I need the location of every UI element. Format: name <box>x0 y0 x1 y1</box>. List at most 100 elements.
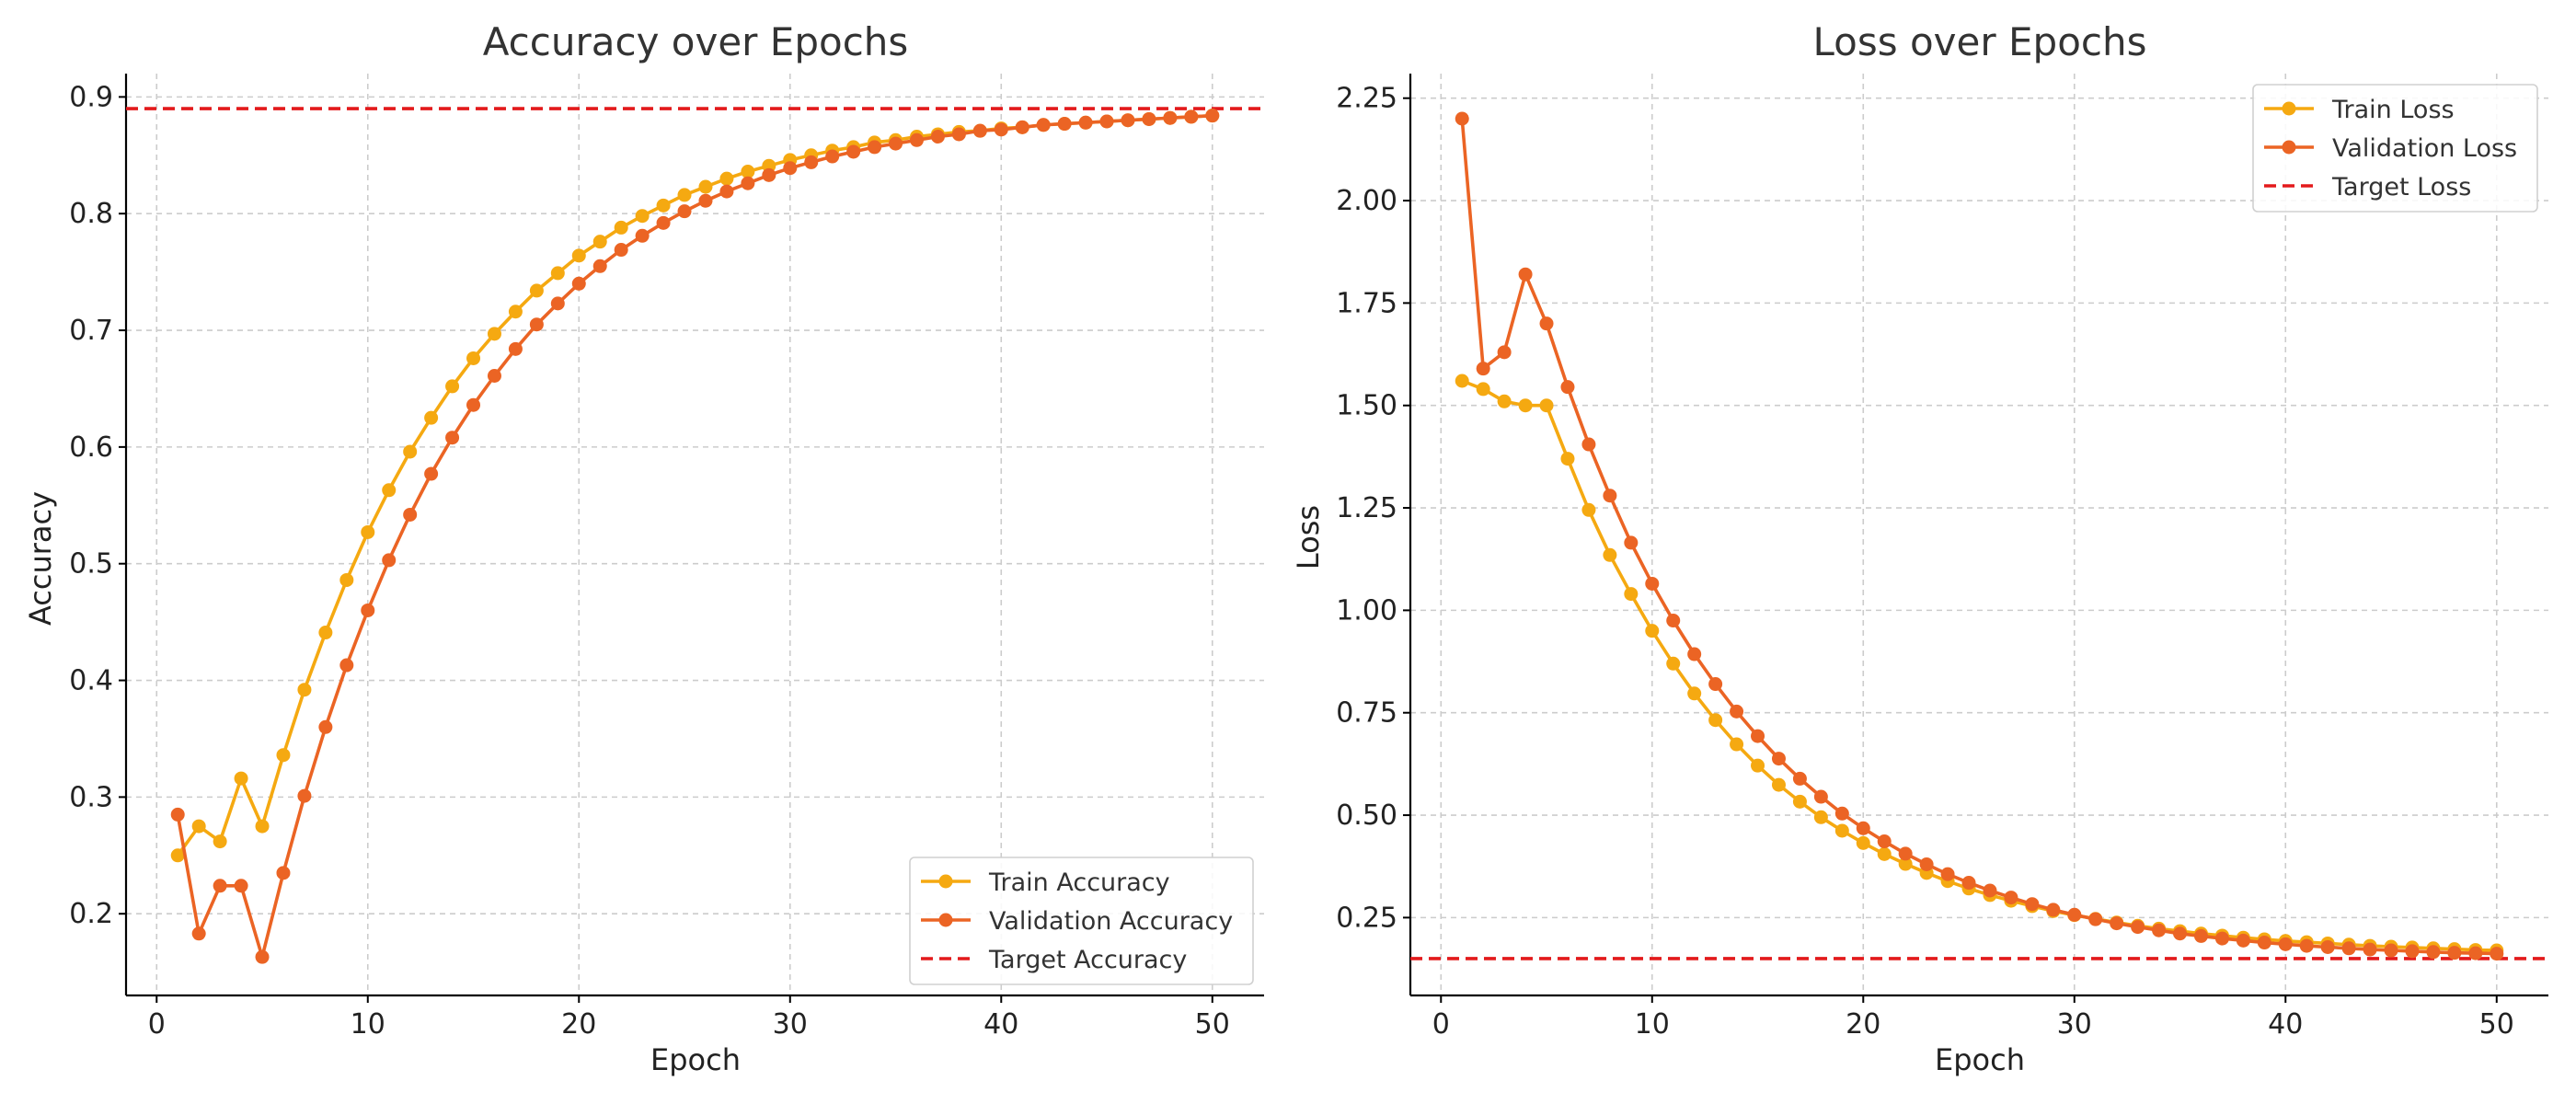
data-point <box>2004 891 2018 905</box>
legend-box <box>909 857 1254 985</box>
x-tick-label: 50 <box>2479 1008 2514 1041</box>
y-tick-label: 1.75 <box>1336 287 1397 319</box>
data-point <box>2236 933 2250 948</box>
data-point <box>170 807 185 822</box>
data-point <box>424 410 439 425</box>
data-point <box>2025 897 2040 912</box>
data-point <box>719 171 734 186</box>
loss-legend: Train Loss Validation Loss Target Loss <box>2252 84 2538 213</box>
data-point <box>2384 943 2398 958</box>
data-point <box>170 848 185 863</box>
legend-label: Train Accuracy <box>988 868 1170 897</box>
accuracy-chart-panel: Accuracy over Epochs Epoch Accuracy 0 10 2… <box>23 19 1264 1077</box>
data-point <box>1476 382 1490 397</box>
data-point <box>1518 398 1533 413</box>
data-point <box>889 136 903 151</box>
y-tick-label: 0.4 <box>69 665 113 697</box>
y-tick-label: 0.9 <box>69 81 113 113</box>
data-point <box>318 719 333 734</box>
y-tick-label: 0.75 <box>1336 697 1397 730</box>
data-point <box>1142 111 1156 126</box>
accuracy-series-1 <box>170 109 1220 964</box>
data-point <box>382 553 397 568</box>
data-point <box>698 193 713 208</box>
data-point <box>2088 912 2103 926</box>
data-point <box>1645 624 1660 638</box>
x-tick-label: 20 <box>561 1008 596 1041</box>
y-tick-label: 0.8 <box>69 198 113 230</box>
accuracy-chart-title: Accuracy over Epochs <box>483 19 909 64</box>
data-point <box>487 369 501 384</box>
data-point <box>2046 903 2061 917</box>
data-point <box>656 198 671 213</box>
data-point <box>1603 547 1617 562</box>
data-point <box>2110 916 2124 931</box>
data-point <box>1792 794 1807 809</box>
data-point <box>1771 752 1786 766</box>
data-point <box>677 204 692 219</box>
loss-gridlines <box>1410 74 2548 995</box>
data-point <box>234 771 248 786</box>
data-point <box>1581 502 1596 517</box>
data-point <box>213 834 227 849</box>
data-point <box>994 122 1008 137</box>
loss-x-axis-label: Epoch <box>1935 1042 2025 1077</box>
legend-item: Target Accuracy <box>921 946 1187 974</box>
data-point <box>1455 111 1469 126</box>
data-point <box>529 317 544 332</box>
data-point <box>592 235 607 249</box>
legend-label: Target Loss <box>2331 173 2471 201</box>
data-point <box>1624 535 1639 550</box>
data-point <box>1184 109 1199 124</box>
data-point <box>213 879 227 893</box>
data-point <box>445 431 460 445</box>
data-point <box>1856 821 1870 835</box>
x-tick-label: 10 <box>351 1008 385 1041</box>
data-point <box>1036 118 1051 132</box>
data-point <box>1792 771 1807 786</box>
data-point <box>2341 941 2356 956</box>
data-point <box>1856 835 1870 850</box>
legend-swatch-marker <box>2282 101 2296 116</box>
data-point <box>762 167 776 182</box>
loss-chart-panel: Loss over Epochs Epoch Loss 0 10 20 30 40 50 0… <box>1291 19 2548 1077</box>
data-point <box>2405 944 2420 959</box>
data-point <box>1666 656 1681 671</box>
x-tick-label: 10 <box>1635 1008 1670 1041</box>
data-point <box>508 341 523 356</box>
legend-box <box>2252 84 2538 213</box>
data-point <box>276 748 291 763</box>
x-tick-label: 50 <box>1195 1008 1230 1041</box>
data-point <box>487 327 501 341</box>
data-point <box>1983 883 1997 898</box>
data-point <box>361 524 375 539</box>
data-point <box>1919 857 1934 871</box>
y-tick-label: 2.00 <box>1336 185 1397 217</box>
data-point <box>1015 120 1029 134</box>
y-tick-label: 1.00 <box>1336 594 1397 627</box>
legend-swatch-marker <box>938 874 953 889</box>
data-point <box>804 155 819 169</box>
loss-y-axis-label: Loss <box>1291 505 1326 569</box>
x-tick-label: 20 <box>1846 1008 1880 1041</box>
data-point <box>635 228 650 243</box>
data-point <box>1751 729 1765 743</box>
data-point <box>909 132 924 147</box>
data-point <box>1497 345 1512 360</box>
data-point <box>1813 810 1828 824</box>
data-point <box>2468 946 2483 960</box>
data-point <box>825 149 840 164</box>
data-point <box>1771 777 1786 792</box>
data-point <box>508 305 523 319</box>
data-point <box>1603 489 1617 503</box>
data-point <box>972 123 987 138</box>
data-point <box>297 683 312 697</box>
data-point <box>2363 942 2377 957</box>
data-point <box>1560 452 1575 466</box>
data-point <box>1057 117 1072 132</box>
data-point <box>1476 362 1490 376</box>
data-point <box>571 248 586 263</box>
data-point <box>2067 907 2082 922</box>
data-point <box>339 572 354 587</box>
data-point <box>1163 110 1178 125</box>
